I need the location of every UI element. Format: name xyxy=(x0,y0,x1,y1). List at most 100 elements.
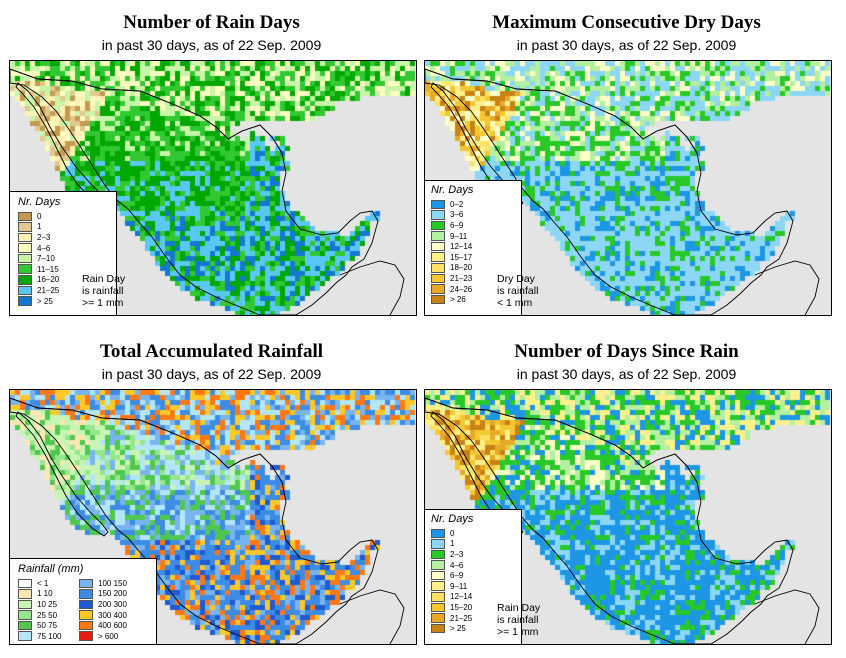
note-line: >= 1 mm xyxy=(82,297,124,309)
legend-item: 0–2 xyxy=(431,199,521,210)
legend-item: 0 xyxy=(18,211,116,222)
guatemala-border-line xyxy=(754,260,820,315)
legend-label: 7–10 xyxy=(37,254,55,264)
panel-title: Number of Days Since Rain xyxy=(514,341,739,362)
legend-label: 2–3 xyxy=(37,232,51,242)
legend-label: 2–3 xyxy=(450,549,464,559)
legend-swatch xyxy=(18,264,32,275)
legend-item: 7–10 xyxy=(18,253,116,264)
legend-item: 400 600 xyxy=(79,620,134,631)
legend-label: 16–20 xyxy=(37,275,60,285)
legend-swatch xyxy=(431,241,445,252)
legend-label: 4–6 xyxy=(450,560,464,570)
legend-item: 150 200 xyxy=(79,589,134,600)
legend-item: 21–25 xyxy=(431,613,521,624)
legend-swatch xyxy=(18,232,32,243)
legend-rows: 0 1 2–3 4–6 7–10 11–15 16–20 21–25 > 25 xyxy=(18,211,116,306)
legend-label: > 25 xyxy=(450,624,466,634)
legend-label: 1 10 xyxy=(37,589,53,599)
guatemala-border-line xyxy=(339,260,405,315)
legend-item: > 25 xyxy=(431,623,521,634)
legend: Nr. Days 0–2 3–6 6–9 9–11 12–14 15–17 18–20 21–… xyxy=(425,180,522,315)
legend-item: > 26 xyxy=(431,294,521,305)
panel-subtitle: in past 30 days, as of 22 Sep. 2009 xyxy=(101,366,322,382)
legend-item: 15–20 xyxy=(431,602,521,613)
legend-swatch xyxy=(18,211,32,222)
panel-max-dry-days: Maximum Consecutive Dry Days in past 30 … xyxy=(415,0,838,329)
map-max-dry-days: Nr. Days 0–2 3–6 6–9 9–11 12–14 15–17 18–20 21–… xyxy=(424,60,832,316)
legend-item: 1 xyxy=(18,222,116,233)
legend-item: 4–6 xyxy=(431,560,521,571)
legend-item: 50 75 xyxy=(18,620,73,631)
legend-title: Nr. Days xyxy=(431,513,474,525)
legend-swatch xyxy=(18,599,32,610)
legend-swatch xyxy=(79,599,93,610)
legend-swatch xyxy=(18,631,32,642)
legend-item: 21–23 xyxy=(431,273,521,284)
legend-label: 4–6 xyxy=(37,243,51,253)
legend-item: 12–14 xyxy=(431,592,521,603)
legend-swatch xyxy=(79,610,93,620)
legend-item: 100 150 xyxy=(79,578,134,589)
legend-swatch xyxy=(18,222,32,232)
note-line: Rain Day xyxy=(497,602,541,614)
note-line: Rain Day xyxy=(82,273,126,285)
legend-label: 50 75 xyxy=(37,621,58,631)
legend-column: 100 150 150 200 200 300 300 400 400 600 > 600 xyxy=(79,578,134,642)
legend-item: > 600 xyxy=(79,631,134,642)
legend-swatch xyxy=(431,273,445,284)
legend-item: 25 50 xyxy=(18,610,73,621)
note-line: is rainfall xyxy=(497,285,539,297)
baja-outline xyxy=(15,411,109,537)
legend-title: Nr. Days xyxy=(18,196,61,208)
legend-label: 100 150 xyxy=(98,578,127,588)
baja-outline xyxy=(15,82,109,208)
legend-swatch xyxy=(431,210,445,220)
legend-item: > 25 xyxy=(18,296,116,307)
note-line: Dry Day xyxy=(497,273,535,285)
note-line: >= 1 mm xyxy=(497,626,539,638)
legend-swatch xyxy=(79,589,93,599)
legend-item: 75 100 xyxy=(18,631,73,642)
legend-swatch xyxy=(431,602,445,613)
panel-days-since-rain: Number of Days Since Rain in past 30 day… xyxy=(415,329,838,658)
us-border-line xyxy=(425,397,698,483)
legend-swatch xyxy=(79,631,93,642)
legend-label: 0 xyxy=(37,211,42,221)
legend-item: 0 xyxy=(431,528,521,539)
us-border-line xyxy=(425,68,698,154)
legend-item: 15–17 xyxy=(431,252,521,263)
legend-item: 9–11 xyxy=(431,581,521,592)
legend-item: 10 25 xyxy=(18,599,73,610)
legend-item: 200 300 xyxy=(79,599,134,610)
legend-label: 21–23 xyxy=(450,273,473,283)
legend-item: 300 400 xyxy=(79,610,134,621)
note-line: is rainfall xyxy=(497,614,539,626)
panel-title: Total Accumulated Rainfall xyxy=(99,341,324,362)
legend-label: < 1 xyxy=(37,578,49,588)
legend-item: 4–6 xyxy=(18,243,116,254)
legend-label: 1 xyxy=(37,222,42,232)
note-line: is rainfall xyxy=(82,285,124,297)
panel-rain-days: Number of Rain Days in past 30 days, as … xyxy=(0,0,423,329)
legend-swatch xyxy=(431,231,445,241)
legend-label: > 25 xyxy=(37,296,53,306)
dry-day-note: Dry Day is rainfall < 1 mm xyxy=(497,273,538,309)
legend-swatch xyxy=(431,613,445,623)
legend-swatch xyxy=(18,253,32,264)
legend-swatch xyxy=(18,243,32,253)
rain-day-note: Rain Day is rainfall >= 1 mm xyxy=(497,602,540,638)
legend-item: < 1 xyxy=(18,578,73,589)
legend-swatch xyxy=(431,263,445,273)
legend-label: 300 400 xyxy=(98,610,127,620)
legend-swatch xyxy=(431,528,445,539)
legend-title: Nr. Days xyxy=(431,184,474,196)
legend: Nr. Days 0 1 2–3 4–6 6–9 9–11 12–14 15–20 21–25 >… xyxy=(425,509,522,644)
panel-title: Number of Rain Days xyxy=(123,12,300,33)
legend-item: 12–14 xyxy=(431,241,521,252)
legend-item: 1 xyxy=(431,539,521,550)
legend-swatch xyxy=(431,549,445,560)
legend-item: 3–6 xyxy=(431,210,521,221)
